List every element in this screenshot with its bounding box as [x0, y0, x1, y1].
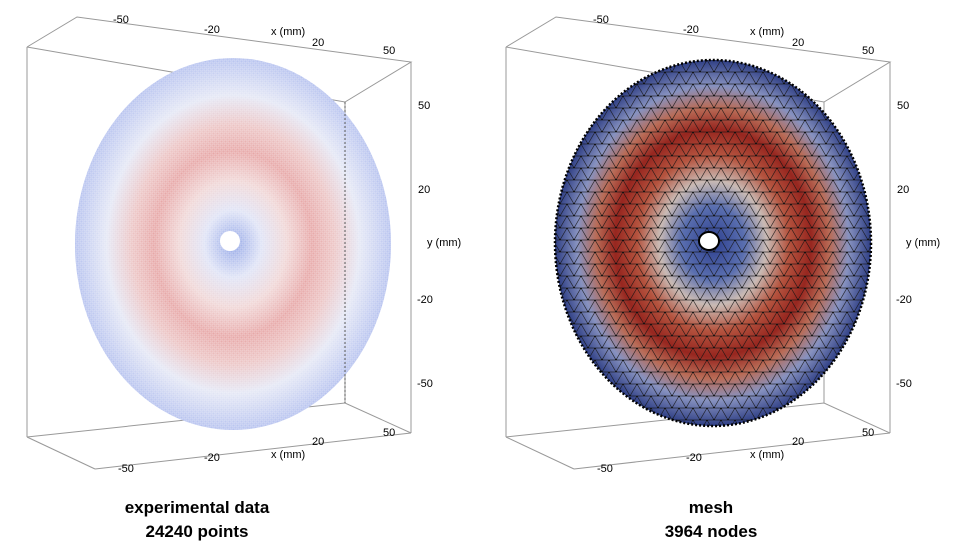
x-tick-bottom-1: -50	[118, 463, 134, 475]
y-tick-4: -50	[417, 378, 433, 390]
x-axis-label-top: x (mm)	[750, 26, 784, 38]
mesh-surface	[553, 58, 873, 428]
x-axis-label-bottom: x (mm)	[271, 449, 305, 461]
experimental-point-cloud	[75, 58, 391, 430]
y-tick-3: -20	[417, 294, 433, 306]
mesh-center-hole	[698, 231, 720, 251]
y-tick-2: 20	[418, 184, 430, 196]
y-tick-1: 50	[418, 100, 430, 112]
caption-title: experimental data	[124, 498, 270, 517]
x-tick-top-1: -50	[593, 14, 609, 26]
x-tick-bottom-2: -20	[204, 452, 220, 464]
y-axis-label: y (mm)	[427, 237, 461, 249]
x-tick-top-2: -20	[204, 24, 220, 36]
x-tick-bottom-3: 20	[792, 436, 804, 448]
x-tick-bottom-4: 50	[862, 427, 874, 439]
caption-count: 3964 nodes	[664, 522, 758, 541]
center-hole	[220, 231, 240, 251]
x-tick-top-3: 20	[312, 37, 324, 49]
x-tick-top-4: 50	[383, 45, 395, 57]
x-tick-top-3: 20	[792, 37, 804, 49]
caption-mesh: mesh 3964 nodes	[581, 496, 841, 544]
x-tick-top-2: -20	[683, 24, 699, 36]
x-tick-top-4: 50	[862, 45, 874, 57]
x-axis-label-top: x (mm)	[271, 26, 305, 38]
y-tick-3: -20	[896, 294, 912, 306]
y-tick-2: 20	[897, 184, 909, 196]
caption-title: mesh	[688, 498, 734, 517]
caption-count: 24240 points	[145, 522, 249, 541]
x-tick-bottom-4: 50	[383, 427, 395, 439]
caption-experimental: experimental data 24240 points	[67, 496, 327, 544]
panel-mesh: -50 -20 x (mm) 20 50 50 20 y (mm) -20 -5…	[505, 14, 940, 475]
y-tick-4: -50	[896, 378, 912, 390]
x-tick-bottom-1: -50	[597, 463, 613, 475]
panel-experimental: -50 -20 x (mm) 20 50 50 20 y (mm) -20 -5…	[26, 14, 461, 475]
x-tick-bottom-2: -20	[686, 452, 702, 464]
y-tick-1: 50	[897, 100, 909, 112]
y-axis-label: y (mm)	[906, 237, 940, 249]
x-tick-bottom-3: 20	[312, 436, 324, 448]
x-tick-top-1: -50	[113, 14, 129, 26]
x-axis-label-bottom: x (mm)	[750, 449, 784, 461]
